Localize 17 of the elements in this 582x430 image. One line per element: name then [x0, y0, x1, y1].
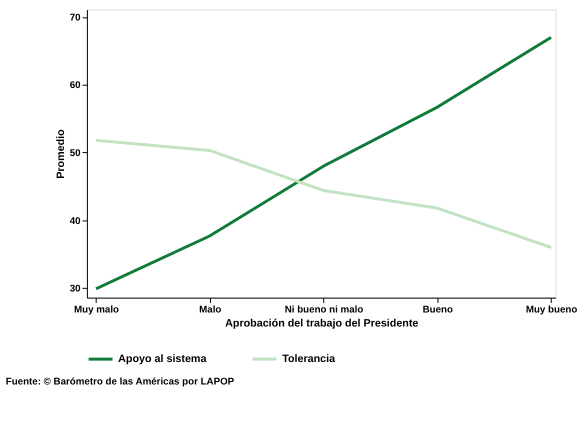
- x-axis-title: Aprobación del trabajo del Presidente: [225, 317, 418, 330]
- line-series: [94, 138, 553, 249]
- y-tick-label: 70: [70, 12, 82, 24]
- x-tick-label: Muy malo: [74, 304, 120, 316]
- y-tick-label: 30: [70, 284, 82, 295]
- y-axis-title: Promedio: [54, 128, 67, 179]
- y-tick-label: 50: [70, 148, 82, 159]
- x-tick-label: Malo: [199, 304, 222, 316]
- x-tick-label: Muy bueno: [526, 304, 578, 316]
- y-tick-label: 60: [70, 80, 82, 92]
- x-tick-label: Bueno: [422, 304, 454, 316]
- x-tick-label: Ni bueno ni malo: [284, 304, 364, 316]
- legend-label: Tolerancia: [282, 353, 336, 366]
- line-series: [94, 36, 553, 290]
- legend-label: Apoyo al sistema: [118, 353, 208, 366]
- source-note: Fuente: © Barómetro de las Américas por LAPOP: [6, 376, 235, 388]
- y-tick-label: 40: [70, 216, 82, 227]
